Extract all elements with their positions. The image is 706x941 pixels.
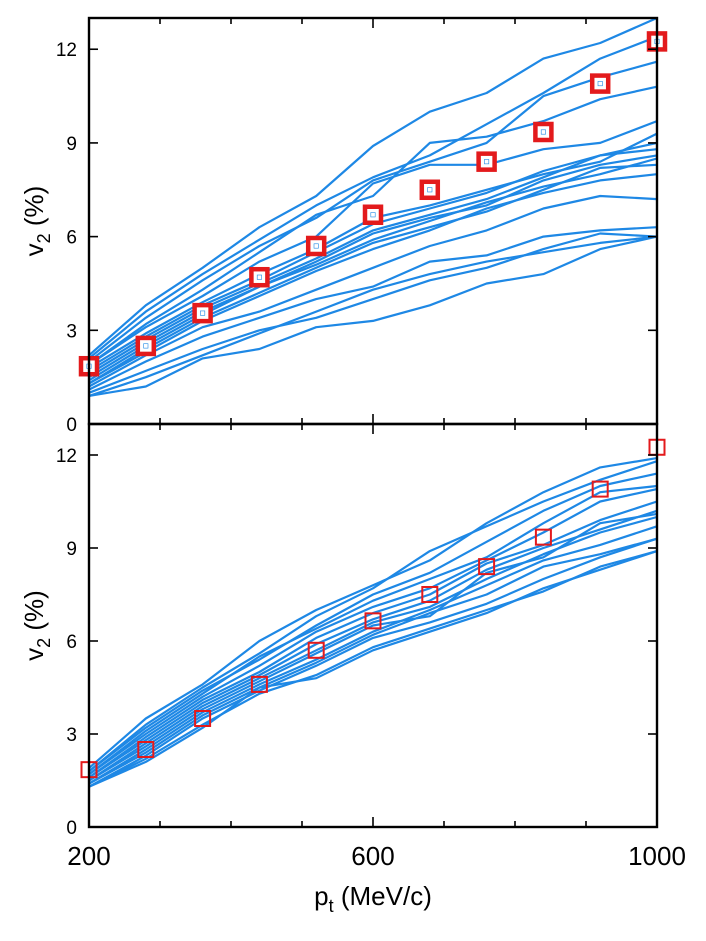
bottom-marker-4 <box>250 675 268 693</box>
top-marker-8 <box>476 151 497 172</box>
bottom-marker-3 <box>194 710 212 727</box>
top-curve-14 <box>88 226 658 391</box>
top-curve-5 <box>88 120 658 366</box>
x-tick-label-600: 600 <box>351 841 394 871</box>
top-markers <box>78 31 668 377</box>
bottom-marker-5 <box>307 641 325 659</box>
bottom-y-axis-label: v2 (%) <box>19 590 54 661</box>
bottom-curve-3 <box>88 472 658 773</box>
bottom-curve-13 <box>88 550 658 788</box>
bottom-curve-10 <box>88 525 658 785</box>
bottom-curve-12 <box>88 537 658 788</box>
bottom-curve-1 <box>88 457 658 769</box>
bottom-curve-7 <box>88 509 658 779</box>
bottom-y-tick-label-0: 0 <box>66 818 77 839</box>
top-y-tick-label-6: 6 <box>66 228 77 249</box>
top-y-tick-label-9: 9 <box>66 134 77 155</box>
top-marker-3 <box>192 302 213 324</box>
bottom-curve-4 <box>88 484 658 776</box>
top-marker-4 <box>249 266 270 288</box>
x-axis-label: pt (MeV/c) <box>314 881 432 916</box>
top-curve-12 <box>88 173 658 385</box>
bottom-curves <box>88 457 658 788</box>
top-curve-13 <box>88 194 658 388</box>
top-curve-11 <box>88 163 658 385</box>
bottom-curve-14 <box>88 550 658 788</box>
top-curve-9 <box>88 154 658 379</box>
bottom-y-tick-label-6: 6 <box>66 632 77 653</box>
top-marker-6 <box>362 204 384 226</box>
bottom-curve-11 <box>88 537 658 785</box>
bottom-y-tick-label-9: 9 <box>66 539 77 560</box>
top-panel: 0 3 6 9 12 v2 (%) <box>19 16 668 436</box>
x-tick-label-200: 200 <box>67 841 110 871</box>
top-y-tick-label-3: 3 <box>66 321 77 342</box>
top-marker-5 <box>305 235 327 257</box>
top-curve-8 <box>88 148 658 375</box>
bottom-curve-5 <box>88 488 658 776</box>
bottom-plot-frame <box>87 422 659 829</box>
top-curve-17 <box>88 235 658 397</box>
top-y-axis-label: v2 (%) <box>19 186 54 257</box>
top-marker-9 <box>533 121 554 143</box>
top-curve-1 <box>88 16 658 357</box>
bottom-marker-6 <box>364 612 382 630</box>
top-marker-2 <box>135 335 157 357</box>
bottom-panel: 0 3 6 9 12 200 600 1000 v2 (%) <box>19 422 686 871</box>
bottom-marker-2 <box>137 741 155 758</box>
top-curve-15 <box>88 232 658 394</box>
top-curve-16 <box>88 235 658 397</box>
top-curve-4 <box>88 85 658 366</box>
bottom-curve-9 <box>88 512 658 782</box>
bottom-marker-9 <box>534 528 552 546</box>
bottom-y-ticks: 0 3 6 9 12 <box>56 446 657 839</box>
bottom-marker-7 <box>421 586 439 603</box>
bottom-marker-8 <box>478 558 496 576</box>
bottom-markers <box>80 438 666 779</box>
bottom-marker-10 <box>591 480 609 498</box>
top-curve-10 <box>88 157 658 382</box>
bottom-curve-2 <box>88 460 658 773</box>
top-curve-3 <box>88 60 658 363</box>
bottom-y-tick-label-12: 12 <box>56 446 77 467</box>
top-marker-7 <box>419 179 441 201</box>
bottom-y-tick-label-3: 3 <box>66 725 77 746</box>
top-y-tick-label-12: 12 <box>56 40 77 61</box>
top-y-tick-label-0: 0 <box>66 415 77 436</box>
x-tick-label-1000: 1000 <box>628 841 686 871</box>
top-curve-2 <box>88 35 658 360</box>
top-marker-10 <box>589 73 611 94</box>
